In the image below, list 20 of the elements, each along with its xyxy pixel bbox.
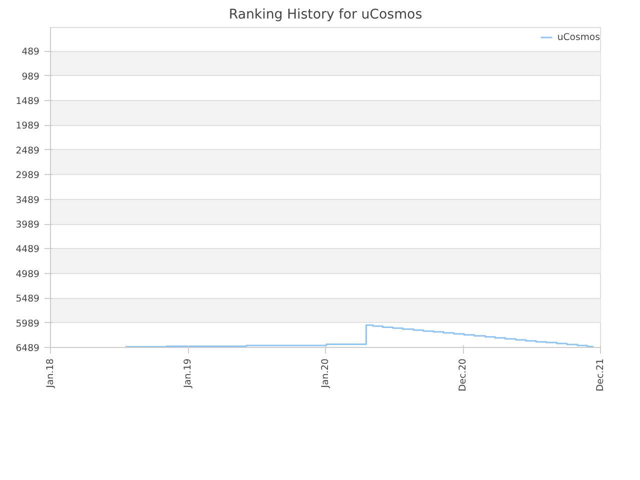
y-tick-label: 489 bbox=[22, 46, 40, 58]
y-tick-label: 5489 bbox=[16, 294, 40, 305]
legend-label: uCosmos bbox=[557, 32, 600, 42]
y-tick-label: 5989 bbox=[16, 318, 40, 330]
y-tick-label: 3489 bbox=[16, 194, 40, 206]
y-tick-label: 2989 bbox=[16, 170, 40, 182]
x-tick-label: Jan.19 bbox=[182, 358, 194, 389]
y-tick-label: 2489 bbox=[16, 145, 40, 156]
y-tick-label: 3989 bbox=[16, 220, 40, 231]
y-tick-label: 4489 bbox=[16, 244, 40, 256]
y-tick-label: 989 bbox=[22, 71, 40, 82]
y-tick-label: 4989 bbox=[16, 268, 40, 280]
x-tick-label: Dec.20 bbox=[458, 358, 468, 392]
y-tick-label: 1489 bbox=[16, 96, 40, 108]
x-tick-label: Jan.18 bbox=[45, 358, 56, 389]
chart-title: Ranking History for uCosmos bbox=[228, 8, 422, 22]
y-tick-label: 6489 bbox=[16, 343, 40, 354]
x-tick-label: Dec.21 bbox=[595, 358, 606, 392]
x-tick-label: Jan.20 bbox=[320, 358, 331, 389]
y-tick-label: 1989 bbox=[16, 120, 40, 132]
